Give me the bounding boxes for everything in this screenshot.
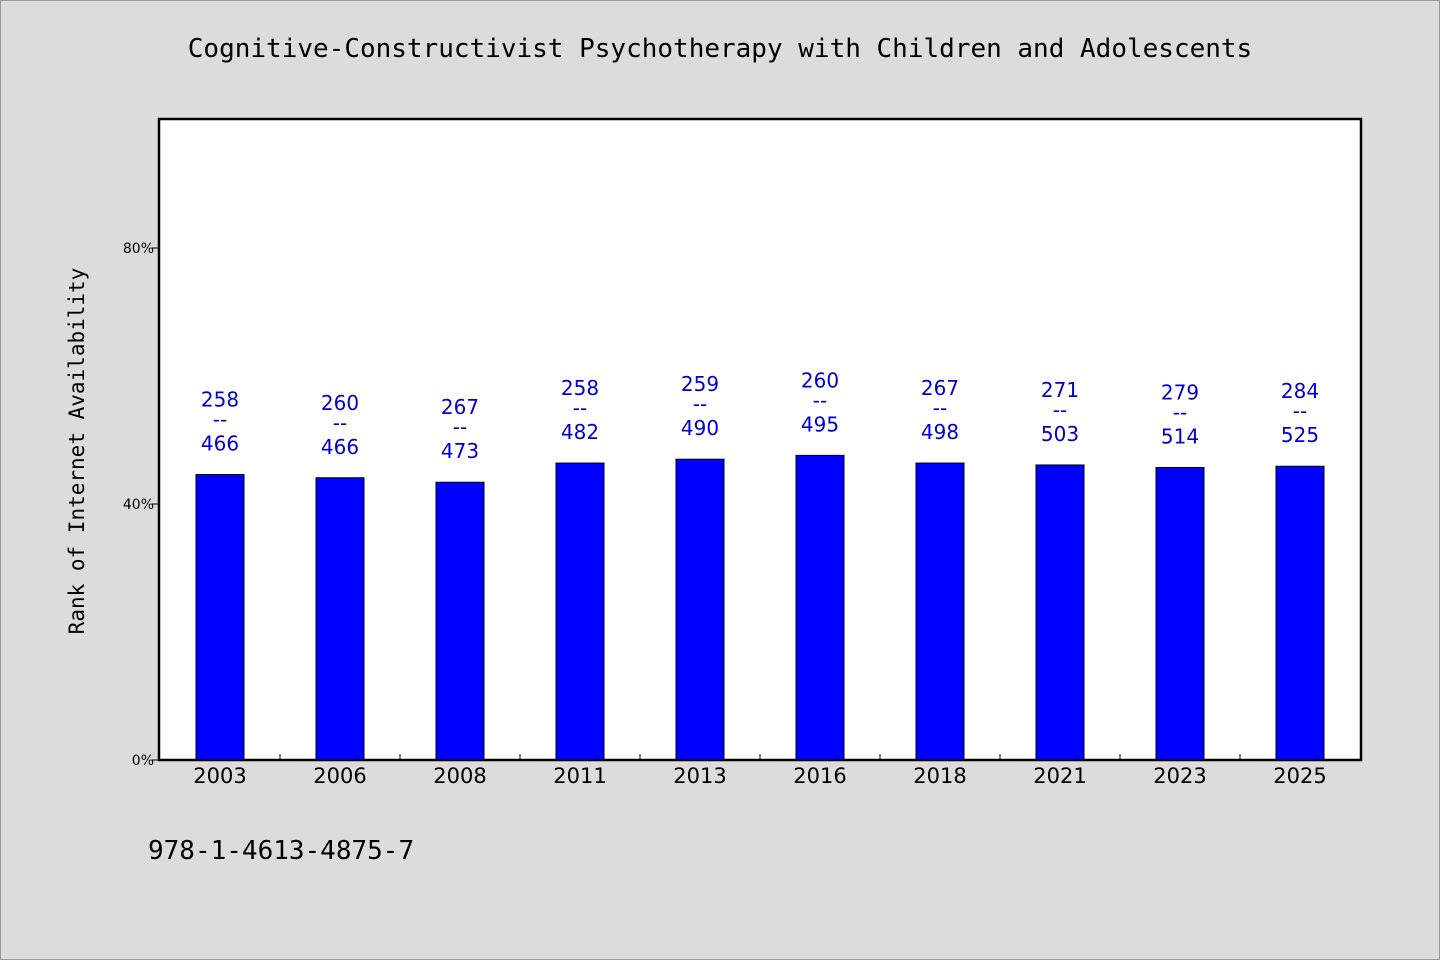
data-label-separator: -- xyxy=(453,415,467,439)
chart-title: Cognitive-Constructivist Psychotherapy w… xyxy=(187,34,1253,64)
x-tick-label: 2006 xyxy=(313,764,366,788)
x-tick-label: 2008 xyxy=(433,764,486,788)
bar-2013 xyxy=(675,458,725,761)
x-tick-label: 2016 xyxy=(793,764,846,788)
bar-2016 xyxy=(795,454,845,761)
data-label-top: 259 xyxy=(681,372,719,396)
data-label-top: 267 xyxy=(441,395,479,419)
x-tick-label: 2023 xyxy=(1153,764,1206,788)
bar-2023 xyxy=(1155,467,1205,761)
data-label-separator: -- xyxy=(1293,399,1307,423)
data-label-separator: -- xyxy=(933,396,947,420)
x-tick-label: 2021 xyxy=(1033,764,1086,788)
data-label-bottom: 490 xyxy=(681,416,719,440)
bar-2025 xyxy=(1275,465,1325,761)
bar-2018 xyxy=(915,462,965,761)
data-label-separator: -- xyxy=(333,411,347,435)
x-tick-label: 2025 xyxy=(1273,764,1326,788)
data-label-bottom: 514 xyxy=(1161,425,1199,449)
data-label-separator: -- xyxy=(213,408,227,432)
data-label-top: 258 xyxy=(561,376,599,400)
data-label-top: 260 xyxy=(321,391,359,415)
data-label-top: 271 xyxy=(1041,378,1079,402)
y-axis: 0% 40% 80% xyxy=(123,241,160,769)
bar-2006 xyxy=(315,477,365,761)
data-label-bottom: 495 xyxy=(801,412,839,436)
bar-2021 xyxy=(1035,464,1085,761)
data-label-bottom: 482 xyxy=(561,420,599,444)
data-labels: 2003258--4662006260--4662008267--4732011… xyxy=(193,368,1326,788)
x-tick-label: 2003 xyxy=(193,764,246,788)
x-tick-label: 2011 xyxy=(553,764,606,788)
bars xyxy=(195,454,1325,761)
x-axis xyxy=(279,754,1241,760)
data-label-bottom: 525 xyxy=(1281,423,1319,447)
x-tick-label: 2013 xyxy=(673,764,726,788)
y-axis-label: Rank of Internet Availability xyxy=(65,268,89,635)
data-label-separator: -- xyxy=(573,396,587,420)
data-label-separator: -- xyxy=(813,388,827,412)
y-tick-label: 80% xyxy=(123,241,154,257)
data-label-top: 284 xyxy=(1281,379,1319,403)
bar-2003 xyxy=(195,474,245,761)
data-label-bottom: 466 xyxy=(201,432,239,456)
data-label-separator: -- xyxy=(1053,398,1067,422)
data-label-bottom: 498 xyxy=(921,420,959,444)
y-tick-label: 40% xyxy=(123,497,154,513)
data-label-bottom: 466 xyxy=(321,435,359,459)
data-label-top: 258 xyxy=(201,388,239,412)
y-tick-label: 0% xyxy=(132,753,154,769)
data-label-separator: -- xyxy=(693,392,707,416)
data-label-top: 279 xyxy=(1161,381,1199,405)
data-label-separator: -- xyxy=(1173,401,1187,425)
data-label-bottom: 473 xyxy=(441,439,479,463)
data-label-top: 260 xyxy=(801,368,839,392)
bar-2011 xyxy=(555,462,605,761)
isbn-text: 978-1-4613-4875-7 xyxy=(148,836,415,866)
bar-2008 xyxy=(435,481,485,761)
x-tick-label: 2018 xyxy=(913,764,966,788)
data-label-top: 267 xyxy=(921,376,959,400)
data-label-bottom: 503 xyxy=(1041,422,1079,446)
